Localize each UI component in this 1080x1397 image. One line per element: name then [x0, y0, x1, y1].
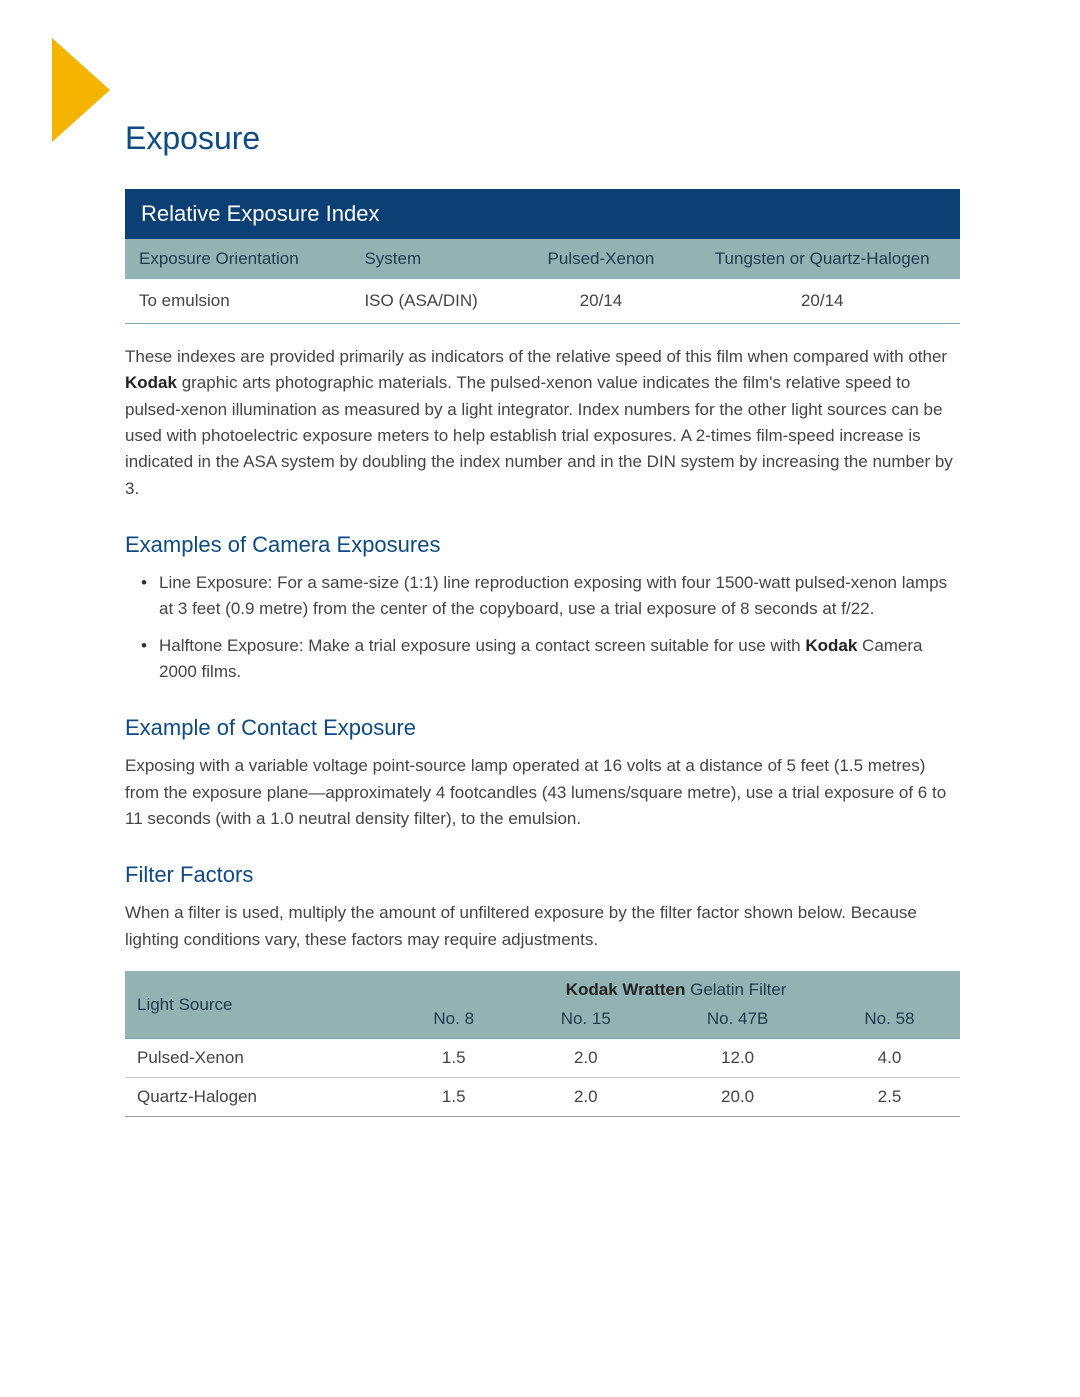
- col-group-header: Kodak Wratten Gelatin Filter: [392, 971, 960, 1009]
- col-header: Exposure Orientation: [125, 239, 350, 279]
- cell: 20.0: [656, 1078, 819, 1117]
- contact-body: Exposing with a variable voltage point-s…: [125, 753, 960, 832]
- row-label: Quartz-Halogen: [125, 1078, 392, 1117]
- camera-heading: Examples of Camera Exposures: [125, 532, 960, 558]
- cell: 4.0: [819, 1039, 960, 1078]
- rei-note: These indexes are provided primarily as …: [125, 344, 960, 502]
- page-title: Exposure: [125, 120, 960, 157]
- cell: 2.5: [819, 1078, 960, 1117]
- rei-banner: Relative Exposure Index: [125, 189, 960, 239]
- text: graphic arts photographic materials. The…: [125, 373, 953, 497]
- col-header: Pulsed-Xenon: [517, 239, 684, 279]
- table-row: Pulsed-Xenon 1.5 2.0 12.0 4.0: [125, 1039, 960, 1078]
- table-row: Quartz-Halogen 1.5 2.0 20.0 2.5: [125, 1078, 960, 1117]
- accent-triangle-icon: [52, 38, 110, 142]
- cell: 20/14: [684, 279, 960, 324]
- contact-heading: Example of Contact Exposure: [125, 715, 960, 741]
- page-content: Exposure Relative Exposure Index Exposur…: [125, 120, 960, 1117]
- filter-table: Light Source Kodak Wratten Gelatin Filte…: [125, 971, 960, 1117]
- col-header: No. 8: [392, 1009, 515, 1039]
- camera-list: Line Exposure: For a same-size (1:1) lin…: [125, 570, 960, 685]
- cell: 2.0: [515, 1078, 656, 1117]
- col-header: Light Source: [125, 971, 392, 1039]
- col-header: System: [350, 239, 517, 279]
- table-header-row: Light Source Kodak Wratten Gelatin Filte…: [125, 971, 960, 1009]
- list-item: Halftone Exposure: Make a trial exposure…: [141, 633, 960, 686]
- brand-name: Kodak: [805, 636, 857, 655]
- filter-heading: Filter Factors: [125, 862, 960, 888]
- col-header: Tungsten or Quartz-Halogen: [684, 239, 960, 279]
- list-item: Line Exposure: For a same-size (1:1) lin…: [141, 570, 960, 623]
- cell: 1.5: [392, 1078, 515, 1117]
- text: Line Exposure: For a same-size (1:1) lin…: [159, 573, 947, 618]
- col-header: No. 58: [819, 1009, 960, 1039]
- cell: 20/14: [517, 279, 684, 324]
- brand-name: Kodak Wratten: [566, 980, 686, 999]
- cell: 12.0: [656, 1039, 819, 1078]
- table-header-row: Exposure Orientation System Pulsed-Xenon…: [125, 239, 960, 279]
- text: These indexes are provided primarily as …: [125, 347, 947, 366]
- text: Halftone Exposure: Make a trial exposure…: [159, 636, 805, 655]
- cell: To emulsion: [125, 279, 350, 324]
- brand-name: Kodak: [125, 373, 177, 392]
- filter-intro: When a filter is used, multiply the amou…: [125, 900, 960, 953]
- col-header: No. 15: [515, 1009, 656, 1039]
- col-header: No. 47B: [656, 1009, 819, 1039]
- text: Gelatin Filter: [685, 980, 786, 999]
- row-label: Pulsed-Xenon: [125, 1039, 392, 1078]
- table-row: To emulsion ISO (ASA/DIN) 20/14 20/14: [125, 279, 960, 324]
- rei-table: Exposure Orientation System Pulsed-Xenon…: [125, 239, 960, 324]
- cell: ISO (ASA/DIN): [350, 279, 517, 324]
- cell: 1.5: [392, 1039, 515, 1078]
- cell: 2.0: [515, 1039, 656, 1078]
